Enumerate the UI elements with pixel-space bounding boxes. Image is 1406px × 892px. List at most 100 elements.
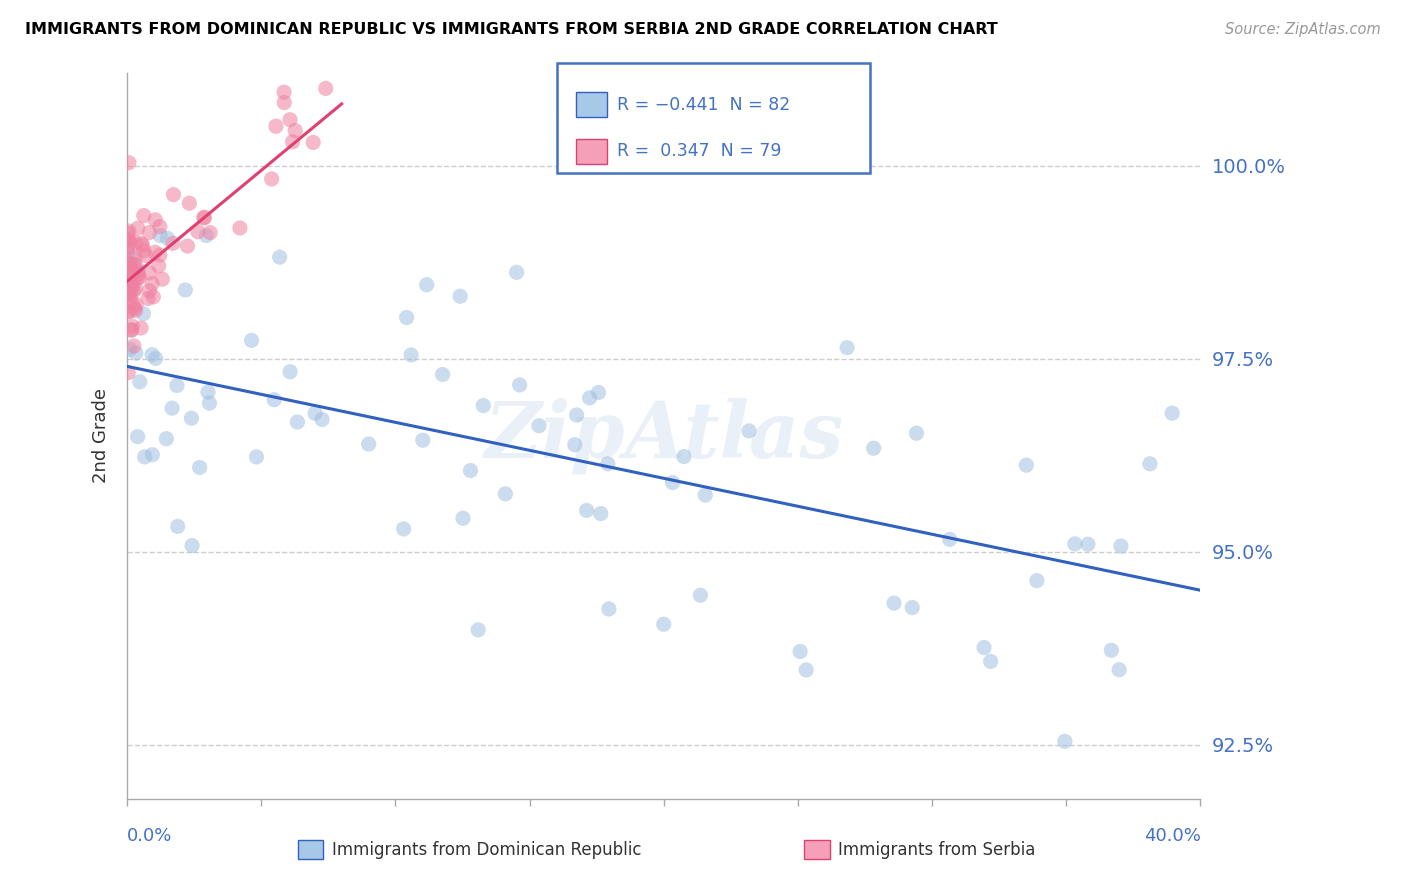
Point	[117, 234, 139, 248]
Point	[862, 441, 884, 455]
Point	[284, 123, 307, 137]
Text: 0.0%: 0.0%	[127, 827, 173, 846]
Point	[174, 283, 197, 297]
Point	[198, 226, 221, 240]
Point	[143, 212, 166, 227]
Point	[460, 464, 482, 478]
Point	[399, 348, 422, 362]
Point	[188, 460, 211, 475]
Point	[565, 408, 588, 422]
Y-axis label: 2nd Grade: 2nd Grade	[93, 388, 110, 483]
Point	[472, 399, 495, 413]
Point	[129, 321, 152, 335]
Point	[505, 265, 527, 279]
Point	[118, 155, 141, 169]
Point	[229, 221, 252, 235]
Point	[1025, 574, 1047, 588]
Point	[596, 457, 619, 471]
Point	[263, 392, 285, 407]
Point	[1108, 663, 1130, 677]
Point	[121, 280, 143, 294]
Point	[181, 539, 204, 553]
Point	[149, 248, 172, 262]
Point	[142, 290, 165, 304]
Point	[273, 85, 295, 99]
Point	[166, 378, 188, 392]
Point	[1139, 457, 1161, 471]
Point	[124, 282, 146, 296]
Point	[122, 284, 145, 298]
Point	[176, 239, 198, 253]
Point	[195, 228, 218, 243]
Point	[118, 280, 141, 294]
Point	[415, 277, 437, 292]
Point	[160, 401, 183, 416]
Point	[120, 290, 142, 304]
Point	[1109, 539, 1132, 553]
Point	[527, 418, 550, 433]
Point	[121, 297, 143, 311]
Point	[148, 259, 170, 273]
Point	[149, 219, 172, 234]
Point	[134, 450, 156, 464]
Point	[125, 297, 148, 311]
Point	[122, 339, 145, 353]
Point	[273, 95, 295, 110]
Point	[278, 112, 301, 127]
Point	[128, 375, 150, 389]
Point	[598, 602, 620, 616]
Point	[304, 406, 326, 420]
Point	[150, 272, 173, 286]
Point	[118, 224, 141, 238]
Point	[117, 226, 139, 240]
Point	[564, 438, 586, 452]
Text: Immigrants from Dominican Republic: Immigrants from Dominican Republic	[332, 840, 641, 858]
Point	[118, 260, 141, 275]
Point	[141, 448, 163, 462]
Point	[905, 426, 928, 441]
Point	[938, 533, 960, 547]
Point	[117, 232, 139, 246]
Point	[125, 235, 148, 250]
Point	[197, 385, 219, 400]
Point	[451, 511, 474, 525]
Point	[131, 238, 153, 252]
Point	[132, 209, 155, 223]
Text: IMMIGRANTS FROM DOMINICAN REPUBLIC VS IMMIGRANTS FROM SERBIA 2ND GRADE CORRELATI: IMMIGRANTS FROM DOMINICAN REPUBLIC VS IM…	[25, 22, 998, 37]
Point	[281, 135, 304, 149]
Point	[193, 211, 215, 225]
Point	[278, 365, 301, 379]
Point	[120, 235, 142, 250]
Point	[432, 368, 454, 382]
Point	[672, 450, 695, 464]
Point	[311, 412, 333, 426]
Point	[120, 280, 142, 294]
Point	[118, 305, 141, 319]
Point	[136, 292, 159, 306]
Point	[127, 221, 149, 235]
Point	[141, 348, 163, 362]
Point	[973, 640, 995, 655]
Text: 40.0%: 40.0%	[1143, 827, 1201, 846]
Point	[689, 588, 711, 602]
Point	[120, 323, 142, 337]
Point	[1053, 734, 1076, 748]
Point	[124, 264, 146, 278]
Point	[240, 334, 263, 348]
Point	[145, 351, 167, 366]
Point	[117, 287, 139, 301]
Point	[121, 250, 143, 264]
Point	[118, 343, 141, 357]
Point	[118, 256, 141, 270]
Point	[117, 366, 139, 380]
Point	[449, 289, 471, 303]
Point	[121, 319, 143, 334]
Point	[125, 346, 148, 360]
Point	[117, 244, 139, 259]
Point	[269, 250, 291, 264]
Point	[835, 341, 858, 355]
Point	[179, 196, 201, 211]
Point	[588, 385, 610, 400]
Point	[1161, 406, 1184, 420]
Point	[392, 522, 415, 536]
